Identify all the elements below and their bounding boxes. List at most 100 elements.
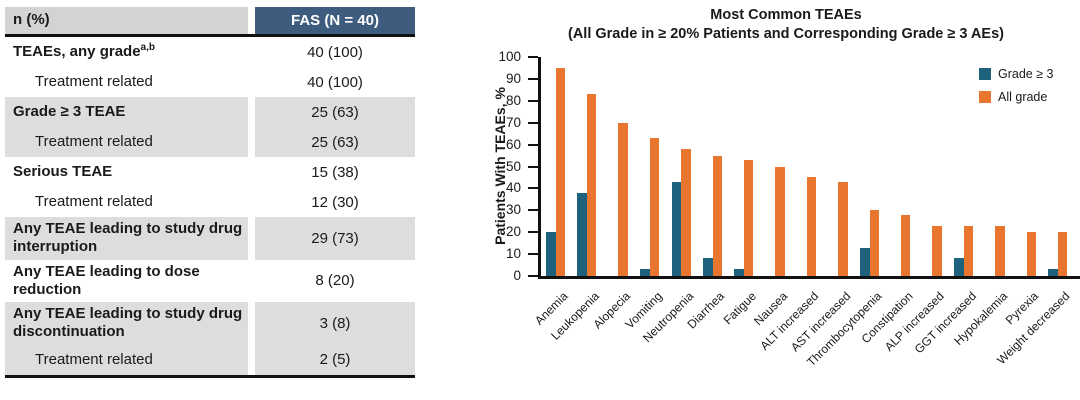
table-bottom-rule xyxy=(5,374,415,378)
row-label: Serious TEAE xyxy=(13,162,113,180)
grade3-swatch-icon xyxy=(979,68,991,80)
bar-allgrade-ast-increased xyxy=(838,181,848,276)
y-tick-mark xyxy=(528,209,538,212)
column-gap xyxy=(248,127,255,157)
column-gap xyxy=(248,187,255,217)
y-tick-label: 70 xyxy=(505,114,521,130)
bar-allgrade-pyrexia xyxy=(1026,232,1036,276)
y-tick-label: 60 xyxy=(505,136,521,152)
legend-item-grade3: Grade ≥ 3 xyxy=(979,67,1054,81)
bar-grade3-ggt-increased xyxy=(954,258,964,276)
table-row: Any TEAE leading to study drug interrupt… xyxy=(5,217,415,260)
table-row: TEAEs, any gradea,b 40 (100) xyxy=(5,37,415,67)
table-row: Any TEAE leading to study drug discontin… xyxy=(5,302,415,345)
table-header-label: n (%) xyxy=(5,7,248,34)
row-value: 3 (8) xyxy=(255,302,415,345)
row-label: Treatment related xyxy=(35,192,153,210)
bar-allgrade-anemia xyxy=(555,67,565,276)
allgrade-swatch-icon xyxy=(979,91,991,103)
bar-allgrade-nausea xyxy=(775,166,785,276)
y-tick-mark xyxy=(528,231,538,234)
table-row: Serious TEAE 15 (38) xyxy=(5,157,415,187)
y-tick-label: 80 xyxy=(505,92,521,108)
y-tick-label: 10 xyxy=(505,246,521,262)
bar-allgrade-neutropenia xyxy=(681,148,691,276)
bar-grade3-fatigue xyxy=(734,269,744,276)
y-tick-mark xyxy=(528,253,538,256)
row-label: Treatment related xyxy=(5,344,248,375)
chart-title: Most Common TEAEs xyxy=(710,7,862,23)
row-value: 29 (73) xyxy=(255,217,415,260)
y-tick-label: 100 xyxy=(498,49,521,64)
y-tick-mark xyxy=(528,143,538,146)
y-tick-label: 30 xyxy=(505,202,521,218)
row-label: Grade ≥ 3 TEAE xyxy=(5,97,248,127)
bar-allgrade-diarrhea xyxy=(712,155,722,276)
chart-subtitle: (All Grade in ≥ 20% Patients and Corresp… xyxy=(568,25,1004,42)
row-label: Any TEAE leading to dose reduction xyxy=(13,262,200,298)
bar-grade3-thrombocytopenia xyxy=(860,247,870,276)
bar-allgrade-leukopenia xyxy=(586,94,597,276)
column-gap xyxy=(248,7,255,34)
bar-allgrade-hypokalemia xyxy=(995,225,1005,276)
row-value: 40 (100) xyxy=(307,43,363,61)
y-tick-mark xyxy=(528,187,538,190)
column-gap xyxy=(248,217,255,260)
table-body: TEAEs, any gradea,b 40 (100) Treatment rel… xyxy=(5,37,415,375)
bar-grade3-neutropenia xyxy=(671,181,682,276)
row-value: 25 (63) xyxy=(255,97,415,127)
table-row: Treatment related 40 (100) xyxy=(5,67,415,97)
column-gap xyxy=(248,345,255,375)
bar-grade3-vomiting xyxy=(640,269,650,276)
legend-label-grade3: Grade ≥ 3 xyxy=(998,67,1054,81)
bar-allgrade-vomiting xyxy=(649,138,660,276)
table-row: Treatment related 12 (30) xyxy=(5,187,415,217)
column-gap xyxy=(248,260,255,303)
y-tick-label: 0 xyxy=(513,268,521,283)
table-row: Grade ≥ 3 TEAE 25 (63) xyxy=(5,97,415,127)
legend-label-allgrade: All grade xyxy=(998,90,1048,104)
row-label: Treatment related xyxy=(35,72,153,90)
bar-grade3-diarrhea xyxy=(703,258,713,276)
bar-grade3-weight-decreased xyxy=(1048,269,1058,276)
column-gap xyxy=(248,67,255,97)
x-tick-label: Fatigue xyxy=(720,289,759,328)
bar-allgrade-fatigue xyxy=(743,159,754,276)
y-tick-label: 40 xyxy=(505,180,521,196)
bar-allgrade-constipation xyxy=(900,214,911,276)
bar-allgrade-ggt-increased xyxy=(963,225,974,276)
y-tick-mark xyxy=(528,165,538,168)
y-tick-label: 50 xyxy=(505,158,521,174)
legend-item-allgrade: All grade xyxy=(979,90,1054,104)
y-tick-mark xyxy=(528,121,538,124)
chart-title-block: Most Common TEAEs (All Grade in ≥ 20% Pa… xyxy=(490,6,1080,43)
row-label: Any TEAE leading to study drug discontin… xyxy=(5,302,248,345)
row-value: 8 (20) xyxy=(315,272,355,290)
bar-allgrade-alp-increased xyxy=(932,225,942,276)
row-label: TEAEs, any gradea,b xyxy=(13,41,155,60)
row-value: 15 (38) xyxy=(311,163,359,181)
bar-allgrade-alt-increased xyxy=(806,177,817,276)
plot-area: 0 10 20 30 40 50 60 70 80 90 100 Anemia Leukopenia Al… xyxy=(498,49,1080,369)
teae-bar-chart: Most Common TEAEs (All Grade in ≥ 20% Pa… xyxy=(430,0,1080,400)
bar-grade3-anemia xyxy=(546,232,556,276)
table-row: Treatment related 25 (63) xyxy=(5,127,415,157)
table-header-rule xyxy=(5,34,415,37)
row-value: 40 (100) xyxy=(307,73,363,91)
column-gap xyxy=(248,302,255,345)
row-label: Any TEAE leading to study drug interrupt… xyxy=(5,217,248,260)
table-header-row: n (%) FAS (N = 40) xyxy=(5,7,415,34)
y-tick-label: 90 xyxy=(505,70,521,86)
y-tick-mark xyxy=(528,275,538,277)
table-header-value: FAS (N = 40) xyxy=(255,7,415,34)
table-row: Any TEAE leading to dose reduction 8 (20) xyxy=(5,260,415,303)
chart-legend: Grade ≥ 3 All grade xyxy=(979,67,1054,113)
table-row: Treatment related 2 (5) xyxy=(5,344,415,375)
y-tick-label: 20 xyxy=(505,224,521,240)
row-value: 25 (63) xyxy=(255,127,415,157)
bar-grade3-leukopenia xyxy=(577,192,587,276)
y-tick-mark xyxy=(528,56,538,58)
row-value: 12 (30) xyxy=(311,193,359,211)
column-gap xyxy=(248,97,255,127)
bar-allgrade-alopecia xyxy=(618,122,628,276)
